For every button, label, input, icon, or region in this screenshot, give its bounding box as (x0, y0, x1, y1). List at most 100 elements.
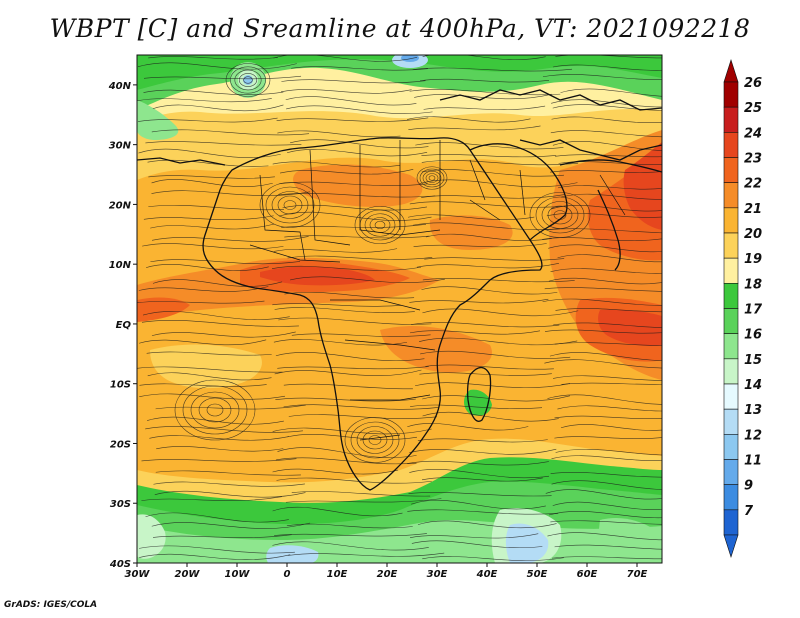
colorbar-swatch (723, 132, 739, 158)
colorbar-label: 26 (744, 76, 762, 91)
streamline (146, 351, 272, 356)
streamline (152, 104, 284, 112)
streamline (275, 397, 416, 402)
map-title: WBPT [C] and Sreamline at 400hPa, VT: 20… (49, 14, 751, 43)
streamline (421, 286, 558, 295)
vortex-streamline (529, 192, 591, 238)
streamline (141, 458, 297, 462)
streamline (276, 477, 432, 484)
streamline (287, 552, 445, 557)
streamline (154, 490, 306, 498)
colorbar-label: 12 (744, 428, 762, 443)
colorbar-swatch (723, 408, 739, 435)
streamline (142, 311, 290, 320)
streamline (145, 426, 303, 433)
vortex-streamline (374, 220, 386, 230)
streamline (272, 427, 432, 435)
streamline (285, 96, 417, 106)
colorbar-swatch (723, 283, 739, 309)
streamline (139, 383, 267, 387)
streamline (555, 448, 662, 456)
streamline (554, 342, 662, 347)
y-tick-label: 40S (109, 559, 131, 570)
streamline (287, 255, 433, 260)
streamline (545, 489, 662, 500)
vortex-streamline (230, 66, 266, 94)
streamline (282, 204, 428, 211)
streamline (281, 79, 426, 84)
streamline (151, 522, 311, 529)
streamline (291, 66, 428, 71)
streamline (409, 448, 557, 455)
colorbar-label: 9 (744, 479, 753, 494)
streamline (409, 89, 561, 96)
streamline (425, 364, 554, 370)
streamline (137, 117, 278, 123)
streamline (425, 233, 552, 241)
streamline (547, 532, 662, 541)
streamline (151, 179, 273, 187)
x-tick-label: 10W (225, 569, 251, 580)
streamline (141, 320, 299, 327)
streamline (550, 520, 662, 525)
streamline (280, 89, 412, 94)
vortex-streamline (182, 385, 248, 435)
streamline (560, 88, 662, 97)
streamline (409, 298, 549, 304)
streamline (291, 491, 431, 497)
streamline (155, 404, 306, 410)
plot-area (137, 55, 662, 563)
streamline (411, 322, 560, 328)
y-tick-label: 40N (108, 81, 132, 92)
streamline (414, 93, 552, 100)
vortex-streamline (547, 205, 573, 225)
streamline (156, 446, 284, 452)
streamline (544, 359, 662, 369)
vortex-streamline (364, 213, 396, 237)
vortex-streamline (243, 76, 253, 84)
x-tick-label: 30E (427, 569, 448, 580)
streamline (148, 56, 279, 60)
streamline (419, 372, 552, 376)
streamline (412, 67, 573, 72)
streamline (550, 170, 662, 173)
streamline (415, 382, 571, 389)
streamline (422, 556, 564, 561)
streamline (416, 263, 559, 269)
streamline (286, 105, 433, 114)
streamline (143, 75, 302, 80)
plot-frame (136, 54, 663, 564)
streamline (548, 277, 662, 285)
colorbar-label: 20 (744, 227, 762, 242)
grads-credit: GrADS: IGES/COLA (4, 600, 98, 610)
vortex-streamline (428, 175, 436, 181)
colorbar-swatch (723, 358, 739, 385)
colorbar-label: 18 (744, 277, 762, 292)
streamline (286, 523, 413, 529)
colorbar-label: 11 (744, 454, 762, 469)
streamline (555, 308, 662, 313)
borders (249, 140, 626, 441)
streamline (554, 436, 662, 439)
streamline (285, 498, 442, 503)
streamline (542, 74, 662, 80)
streamline (272, 303, 402, 307)
streamline (137, 366, 283, 373)
vortex-streamline (416, 166, 448, 190)
y-tick-label: EQ (116, 320, 132, 331)
streamline (557, 185, 662, 190)
streamline (409, 469, 550, 479)
streamline (281, 224, 426, 228)
x-tick-label: 40E (476, 569, 498, 580)
streamline (550, 130, 662, 138)
streamline (544, 329, 662, 334)
streamline (143, 215, 274, 221)
streamline (275, 457, 417, 465)
colorbar-swatch (723, 81, 739, 108)
streamline (286, 149, 428, 157)
streamline (150, 259, 301, 265)
vortex-streamline (225, 63, 271, 97)
y-tick-label: 10N (109, 260, 132, 271)
colorbar-label: 16 (744, 328, 762, 343)
streamline (421, 477, 543, 482)
